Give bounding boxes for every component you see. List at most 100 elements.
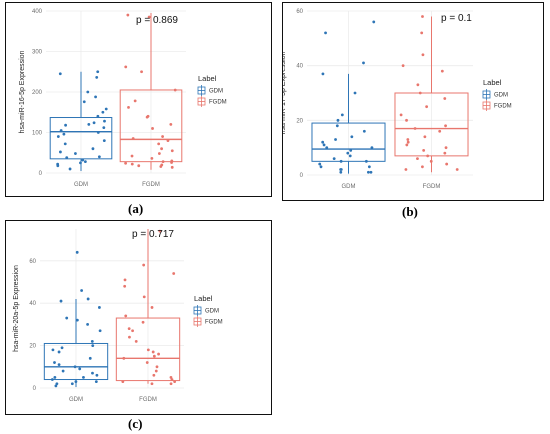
data-point <box>68 167 72 171</box>
data-point <box>63 142 67 146</box>
data-point <box>97 155 101 159</box>
box-gdm <box>49 117 113 160</box>
legend-title: Label <box>198 74 217 83</box>
y-axis-label: hsa-miR-17-5p Expression <box>283 51 287 134</box>
data-point <box>362 61 365 65</box>
data-point <box>425 105 429 109</box>
x-tick-label: GDM <box>69 397 83 403</box>
data-point <box>416 83 420 87</box>
data-point <box>56 135 60 138</box>
x-tick-label: GDM <box>74 182 88 188</box>
data-point <box>423 135 427 139</box>
data-point <box>170 378 174 381</box>
data-point <box>444 124 447 128</box>
data-point <box>124 314 128 318</box>
box-gdm <box>43 342 109 381</box>
data-point <box>339 168 343 171</box>
data-point <box>146 348 150 352</box>
data-point <box>416 157 419 161</box>
data-point <box>321 140 325 144</box>
data-point <box>128 335 131 339</box>
data-point <box>401 64 405 68</box>
data-point <box>155 365 159 369</box>
data-point <box>369 170 373 174</box>
data-point <box>418 91 422 95</box>
data-point <box>65 156 69 160</box>
data-point <box>74 152 77 155</box>
data-point <box>160 147 163 151</box>
data-point <box>170 165 174 169</box>
caption-b: (b) <box>402 204 418 219</box>
data-point <box>151 350 155 354</box>
y-tick-label: 20 <box>29 344 36 350</box>
box-gdm <box>311 122 386 162</box>
data-point <box>150 157 154 160</box>
data-point <box>101 110 105 114</box>
data-point <box>157 142 161 146</box>
data-point <box>348 154 352 158</box>
data-point <box>82 376 85 379</box>
data-point <box>95 76 99 79</box>
data-point <box>142 263 146 267</box>
data-point <box>75 318 79 322</box>
legend-label: FGDM <box>494 104 512 110</box>
x-tick-label: FGDM <box>142 182 160 188</box>
data-point <box>130 154 134 158</box>
data-point <box>96 70 100 74</box>
data-point <box>123 278 127 282</box>
data-point <box>157 352 160 356</box>
panel-a: 0 100 200 300 400 GDM FGDM hsa-miR-16-5p Expres… <box>5 2 272 197</box>
legend-title: Label <box>483 78 502 87</box>
data-point <box>82 100 86 104</box>
data-point <box>140 70 143 74</box>
box-fgdm <box>115 317 181 382</box>
data-point <box>59 129 63 132</box>
data-point <box>318 162 322 166</box>
data-point <box>405 118 408 122</box>
data-point <box>158 229 162 233</box>
x-tick-label: FGDM <box>139 397 157 403</box>
data-point <box>121 380 125 384</box>
data-point <box>154 369 158 373</box>
data-point <box>123 284 127 288</box>
data-point <box>157 152 161 155</box>
data-point <box>92 121 96 125</box>
data-point <box>332 157 336 161</box>
legend-label: FGDM <box>209 100 227 106</box>
data-point <box>124 65 128 69</box>
data-point <box>104 107 108 111</box>
data-point <box>362 129 366 133</box>
legend-label: GDM <box>494 93 508 99</box>
data-point <box>74 380 78 384</box>
data-point <box>56 164 60 168</box>
data-point <box>366 170 370 174</box>
panel-c: 0 20 40 60 GDM FGDM hsa-miR-20a-5p Expression p… <box>5 220 272 415</box>
data-point <box>340 113 344 117</box>
data-point <box>131 329 134 333</box>
data-point <box>94 380 98 384</box>
data-point <box>54 384 58 388</box>
data-point <box>55 382 59 386</box>
data-point <box>334 138 337 141</box>
data-point <box>91 371 94 375</box>
p-value-annotation: p = 0.717 <box>132 229 174 240</box>
data-point <box>51 348 55 352</box>
data-point <box>159 165 163 168</box>
chart-a: 0 100 200 300 400 GDM FGDM hsa-miR-16-5p Expres… <box>19 9 227 188</box>
data-point <box>124 161 127 165</box>
data-point <box>173 380 177 384</box>
data-point <box>150 306 154 309</box>
y-tick-label: 0 <box>39 171 43 177</box>
y-tick-label: 100 <box>32 131 43 137</box>
data-point <box>62 132 66 136</box>
box-fgdm <box>119 89 183 163</box>
data-point <box>75 250 79 254</box>
data-point <box>86 323 89 326</box>
data-point <box>86 90 90 94</box>
data-point <box>420 31 424 35</box>
data-point <box>61 369 65 373</box>
data-point <box>367 165 371 169</box>
y-axis-label: hsa-miR-16-5p Expression <box>19 50 26 133</box>
data-point <box>58 72 62 76</box>
data-point <box>173 88 177 92</box>
